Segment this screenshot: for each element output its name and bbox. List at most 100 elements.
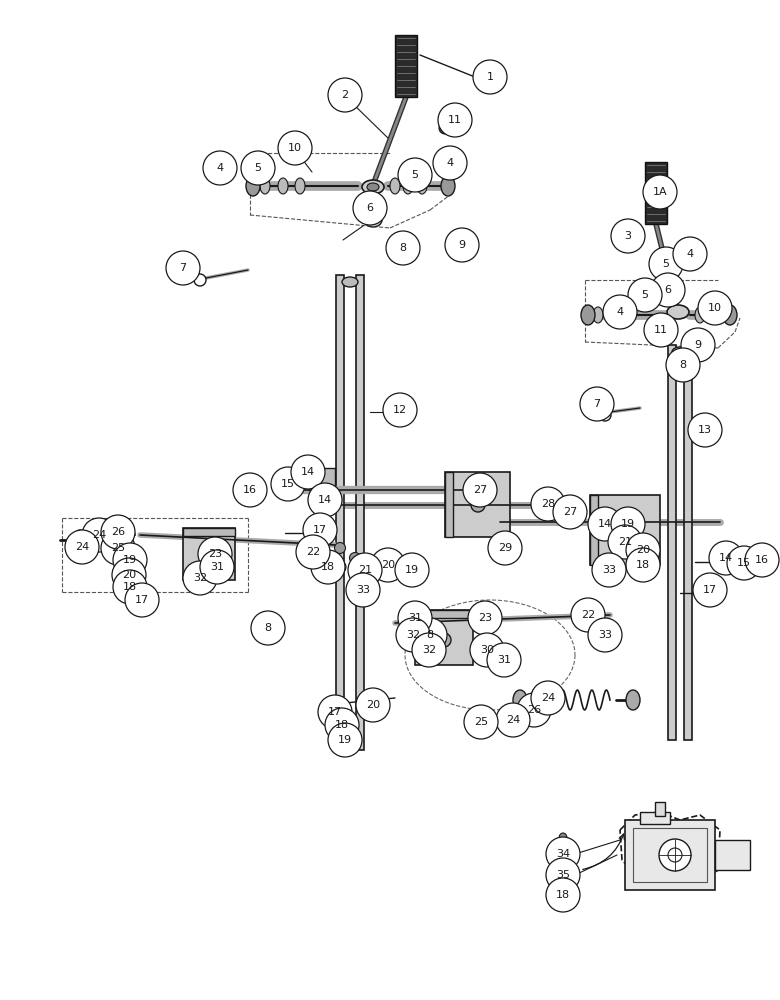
Circle shape <box>348 553 382 587</box>
Text: 4: 4 <box>616 307 623 317</box>
Ellipse shape <box>702 587 722 599</box>
Text: 8: 8 <box>264 623 271 633</box>
Circle shape <box>666 348 700 382</box>
Circle shape <box>183 561 217 595</box>
Text: 5: 5 <box>662 259 669 269</box>
Circle shape <box>463 473 497 507</box>
Text: 15: 15 <box>281 479 295 489</box>
Text: 5: 5 <box>641 290 648 300</box>
Text: 32: 32 <box>193 573 207 583</box>
Text: 6: 6 <box>367 203 374 213</box>
Text: 21: 21 <box>618 537 632 547</box>
Ellipse shape <box>194 274 206 286</box>
Ellipse shape <box>618 515 632 529</box>
Bar <box>310 468 335 498</box>
Text: 26: 26 <box>527 705 541 715</box>
Circle shape <box>546 878 580 912</box>
Text: 28: 28 <box>541 499 555 509</box>
Circle shape <box>308 483 342 517</box>
Text: 19: 19 <box>338 735 352 745</box>
Circle shape <box>328 723 362 757</box>
Text: 23: 23 <box>208 549 222 559</box>
Circle shape <box>668 848 682 862</box>
Text: 16: 16 <box>243 485 257 495</box>
Text: 24: 24 <box>541 693 555 703</box>
Ellipse shape <box>367 698 381 708</box>
Circle shape <box>113 570 147 604</box>
Circle shape <box>628 278 662 312</box>
Bar <box>625 820 715 890</box>
Text: 33: 33 <box>602 565 616 575</box>
Ellipse shape <box>364 213 382 227</box>
Ellipse shape <box>395 560 406 570</box>
Ellipse shape <box>362 180 384 194</box>
Ellipse shape <box>213 563 223 573</box>
Circle shape <box>644 313 678 347</box>
Circle shape <box>383 393 417 427</box>
Text: 24: 24 <box>92 530 106 540</box>
Circle shape <box>251 611 285 645</box>
Text: 6: 6 <box>665 285 672 295</box>
Ellipse shape <box>581 305 595 325</box>
Text: 11: 11 <box>448 115 462 125</box>
Ellipse shape <box>397 249 409 261</box>
Text: 18: 18 <box>636 560 650 570</box>
Bar <box>415 610 473 665</box>
Circle shape <box>318 695 352 729</box>
Ellipse shape <box>599 409 611 421</box>
Ellipse shape <box>554 870 572 880</box>
Circle shape <box>611 507 645 541</box>
Ellipse shape <box>450 245 470 259</box>
Text: 11: 11 <box>654 325 668 335</box>
Circle shape <box>553 495 587 529</box>
Circle shape <box>603 295 637 329</box>
Ellipse shape <box>625 307 635 323</box>
Circle shape <box>241 151 275 185</box>
Text: 31: 31 <box>497 655 511 665</box>
Text: 8: 8 <box>679 360 686 370</box>
Bar <box>645 162 667 224</box>
Circle shape <box>470 633 504 667</box>
Circle shape <box>101 531 135 565</box>
Text: 33: 33 <box>356 585 370 595</box>
Ellipse shape <box>335 718 349 728</box>
Text: 25: 25 <box>474 717 488 727</box>
Ellipse shape <box>603 567 617 577</box>
Bar <box>684 345 692 740</box>
Text: 12: 12 <box>393 405 407 415</box>
Text: 4: 4 <box>446 158 453 168</box>
Ellipse shape <box>334 561 346 573</box>
Circle shape <box>673 237 707 271</box>
Text: 17: 17 <box>328 707 342 717</box>
Circle shape <box>328 78 362 112</box>
Circle shape <box>356 688 390 722</box>
Circle shape <box>311 550 345 584</box>
Text: 22: 22 <box>306 547 320 557</box>
Ellipse shape <box>406 613 417 622</box>
Text: 19: 19 <box>621 519 635 529</box>
Circle shape <box>203 151 237 185</box>
Circle shape <box>517 693 551 727</box>
Circle shape <box>709 541 743 575</box>
Circle shape <box>101 515 135 549</box>
Circle shape <box>65 530 99 564</box>
Ellipse shape <box>593 307 603 323</box>
Text: 20: 20 <box>366 700 380 710</box>
Circle shape <box>112 558 146 592</box>
Circle shape <box>113 543 147 577</box>
Text: 19: 19 <box>405 565 419 575</box>
Bar <box>183 528 235 580</box>
Text: 14: 14 <box>719 553 733 563</box>
Circle shape <box>433 146 467 180</box>
Text: 13: 13 <box>698 425 712 435</box>
Text: 26: 26 <box>111 527 125 537</box>
Ellipse shape <box>342 277 358 287</box>
Text: 8: 8 <box>399 243 406 253</box>
Bar <box>590 495 660 565</box>
Bar <box>445 472 510 537</box>
Ellipse shape <box>122 567 136 577</box>
Text: 7: 7 <box>594 399 601 409</box>
Ellipse shape <box>559 833 567 843</box>
Text: 25: 25 <box>111 543 125 553</box>
Circle shape <box>166 251 200 285</box>
